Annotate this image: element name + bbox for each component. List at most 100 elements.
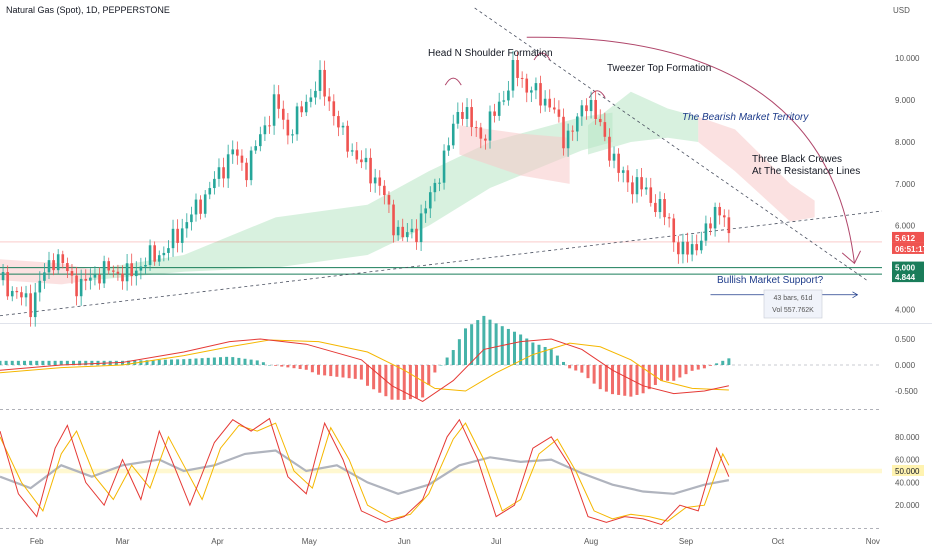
macd-histogram-bar — [347, 365, 351, 379]
candle-body — [309, 97, 313, 102]
candle-body — [249, 150, 253, 181]
candle-body — [245, 162, 248, 181]
macd-histogram-bar — [653, 365, 657, 385]
macd-histogram-bar — [715, 363, 719, 365]
annotation-tweezer-top[interactable]: Tweezer Top Formation — [607, 63, 711, 74]
price-axes: FebMarAprMayJunJulAugSepOctNovDec4.0005.… — [30, 54, 928, 546]
annotation-head-shoulders[interactable]: Head N Shoulder Formation — [428, 48, 553, 59]
candle-body — [364, 157, 368, 163]
candle-body — [70, 271, 74, 276]
countdown-tag: 06:51:17 — [895, 245, 928, 254]
candle-body — [355, 150, 359, 160]
date-range-box — [763, 289, 823, 319]
macd-histogram-bar — [35, 360, 39, 365]
macd-histogram-bar — [90, 360, 94, 365]
candle-body — [240, 155, 244, 163]
x-tick-label: Aug — [584, 537, 598, 546]
candle-body — [617, 153, 620, 173]
macd-histogram-bar — [690, 365, 694, 371]
macd-histogram-bar — [611, 365, 614, 395]
macd-tick-label: 0.500 — [895, 335, 916, 344]
macd-histogram-bar — [696, 365, 700, 370]
candle-body — [79, 278, 83, 297]
level2-tag-bg — [892, 271, 924, 283]
annotation-bearish-territory[interactable]: The Bearish Market Territory — [682, 112, 809, 123]
cloud-band — [0, 259, 92, 285]
macd-histogram-bar — [672, 365, 676, 381]
macd-histogram-bar — [457, 339, 461, 365]
annotation-three-black-1[interactable]: Three Black Crowes — [752, 154, 842, 165]
annotation-three-black-2[interactable]: At The Resistance Lines — [752, 166, 860, 177]
macd-histogram-bar — [378, 365, 382, 393]
candle-body — [102, 261, 106, 284]
candle-body — [461, 111, 464, 119]
stoch-fast-line — [0, 417, 730, 526]
macd-histogram-bar — [127, 360, 131, 365]
macd-histogram-bar — [543, 346, 547, 365]
candle-body — [176, 228, 179, 243]
rising-trendline — [0, 210, 883, 317]
candle-body — [33, 292, 37, 318]
macd-histogram-bar — [182, 359, 186, 365]
candle-body — [121, 273, 124, 282]
candle-body — [497, 101, 501, 116]
candle-body — [667, 217, 671, 219]
x-tick-label: Oct — [772, 537, 785, 546]
macd-histogram-bar — [372, 365, 376, 390]
candle-body — [585, 105, 588, 112]
macd-histogram-bar — [231, 357, 235, 365]
macd-histogram-bar — [225, 356, 229, 365]
candle-body — [107, 261, 111, 271]
macd-histogram-bar — [488, 319, 492, 365]
candle-body — [130, 263, 133, 277]
candle-body — [635, 177, 639, 195]
annotation-bullish-support[interactable]: Bullish Market Support? — [717, 275, 824, 286]
macd-histogram-bar — [78, 360, 82, 365]
macd-histogram-bar — [286, 365, 290, 368]
macd-histogram-bar — [408, 365, 412, 400]
candle-body — [640, 177, 643, 190]
candle-body — [295, 106, 299, 135]
macd-histogram-bar — [323, 365, 327, 376]
candle-body — [378, 177, 382, 186]
candle-body — [525, 78, 529, 93]
price-tick-label: 4.000 — [895, 305, 916, 314]
macd-histogram-bar — [709, 365, 712, 366]
candle-body — [217, 167, 221, 179]
macd-histogram-bar — [684, 365, 688, 375]
candle-body — [369, 157, 372, 184]
candle-body — [530, 90, 533, 93]
candle-body — [553, 107, 556, 110]
candle-body — [277, 94, 280, 109]
date-range-tooltip[interactable]: 43 bars, 61d Vol 557.762K — [763, 289, 823, 319]
osc-overlay-label: 50.000 — [895, 467, 920, 476]
candle-body — [61, 254, 65, 264]
macd-histogram-bar — [29, 360, 33, 365]
candle-body — [281, 108, 285, 120]
candle-body — [360, 159, 363, 163]
candle-body — [66, 263, 69, 272]
macd-histogram-bar — [84, 360, 88, 365]
candle-body — [700, 240, 703, 251]
macd-histogram-bar — [433, 365, 437, 373]
candle-body — [341, 125, 345, 128]
macd-histogram-bar — [727, 358, 731, 365]
candle-body — [649, 187, 653, 203]
candle-body — [10, 290, 14, 297]
bullish-arrowhead — [852, 291, 859, 299]
candle-body — [300, 106, 303, 113]
x-tick-label: May — [302, 537, 317, 546]
candle-body — [681, 241, 685, 255]
macd-histogram-bar — [586, 365, 590, 379]
candle-body — [20, 292, 23, 298]
candle-body — [447, 145, 450, 151]
macd-histogram-bar — [249, 359, 253, 365]
macd-histogram-bar — [470, 324, 474, 365]
projection-arc — [526, 36, 855, 264]
macd-histogram-bar — [660, 365, 663, 381]
macd-histogram-bar — [494, 323, 498, 365]
candle-body — [502, 100, 506, 102]
macd-histogram-bar — [366, 365, 369, 386]
macd-histogram-bar — [206, 357, 210, 365]
candle-body — [162, 252, 166, 256]
